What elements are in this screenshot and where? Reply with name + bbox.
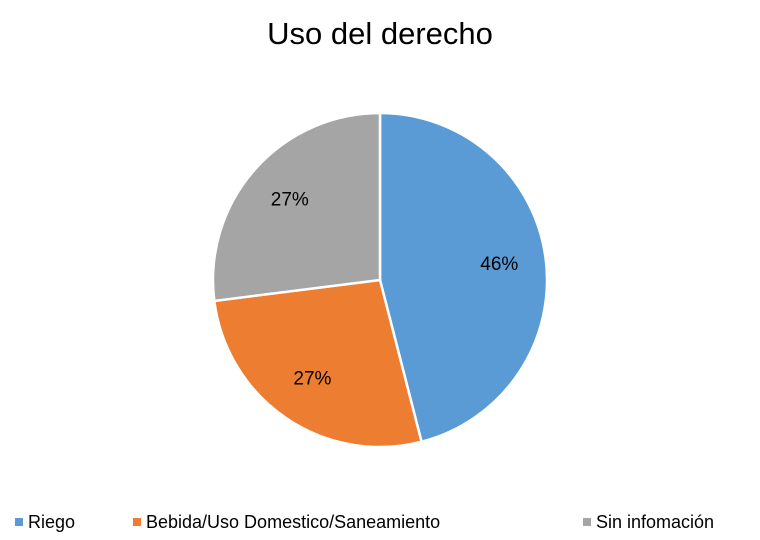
legend-label: Riego <box>28 512 75 532</box>
legend-swatch <box>133 518 141 526</box>
data-label: 27% <box>293 368 331 389</box>
legend-label: Bebida/Uso Domestico/Saneamiento <box>146 512 440 532</box>
data-label: 27% <box>271 189 309 210</box>
legend-swatch <box>583 518 591 526</box>
legend-swatch <box>15 518 23 526</box>
legend-label: Sin infomación <box>596 512 714 532</box>
data-label: 46% <box>480 254 518 275</box>
chart-title: Uso del derecho <box>267 16 493 51</box>
pie-slice <box>211 111 382 303</box>
pie-slice <box>378 111 549 444</box>
pie-slice <box>212 278 424 449</box>
